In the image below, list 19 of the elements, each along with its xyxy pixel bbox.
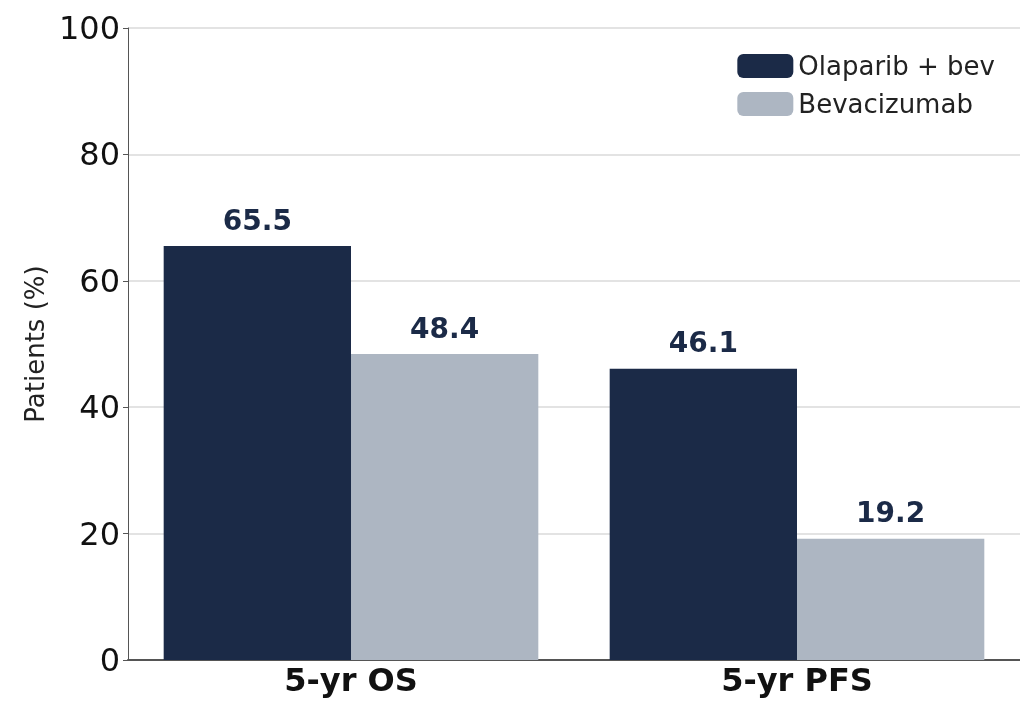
y-tick-label: 0 (99, 641, 120, 679)
x-tick-label: 5-yr PFS (721, 661, 873, 699)
data-label: 48.4 (410, 311, 480, 345)
bar (351, 354, 539, 660)
bar (163, 246, 351, 660)
x-tick-label: 5-yr OS (284, 661, 418, 699)
legend-label: Olaparib + bev (798, 51, 996, 81)
y-axis-title: Patients (%) (20, 265, 50, 423)
data-label: 19.2 (856, 496, 926, 530)
y-tick-label: 100 (58, 9, 120, 47)
data-label: 65.5 (222, 203, 292, 237)
bar (609, 368, 797, 660)
bar (797, 538, 985, 660)
y-tick-label: 60 (79, 261, 120, 300)
y-tick-label: 40 (79, 388, 120, 427)
y-tick-label: 80 (79, 135, 120, 174)
y-tick-label: 20 (79, 514, 120, 553)
data-label: 46.1 (668, 326, 738, 360)
legend-label: Bevacizumab (798, 89, 973, 119)
